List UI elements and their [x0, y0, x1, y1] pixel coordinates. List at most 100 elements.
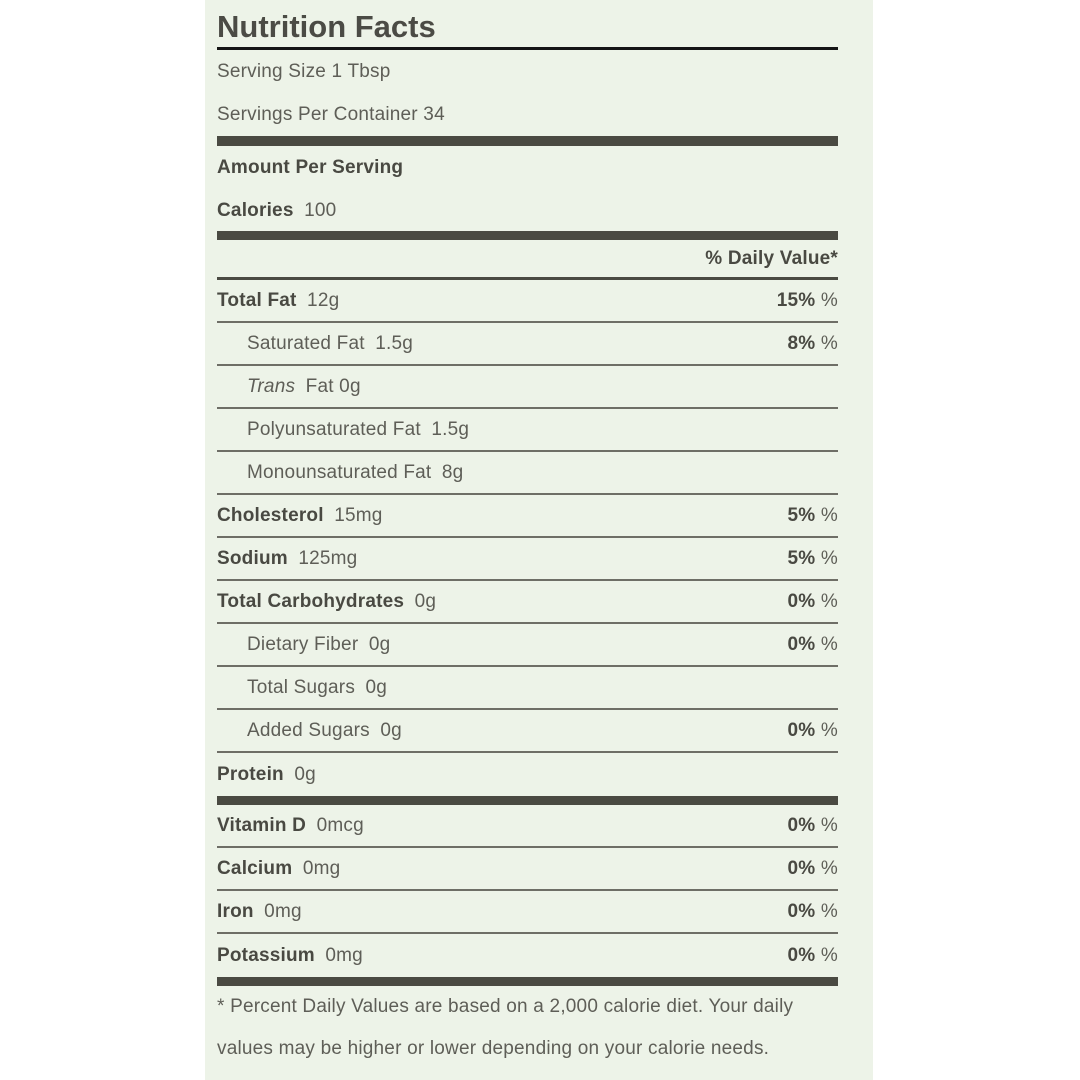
daily-value-cell: 0% %	[788, 901, 838, 923]
footnote-line-2: values may be higher or lower depending …	[217, 1038, 770, 1059]
divider-bar	[217, 231, 838, 240]
nutrient-text: Monounsaturated Fat 8g	[217, 462, 463, 484]
nutrient-text: Vitamin D 0mcg	[217, 815, 364, 837]
footnote-line-1: * Percent Daily Values are based on a 2,…	[217, 996, 794, 1017]
nutrient-text: Saturated Fat 1.5g	[217, 333, 413, 355]
daily-value-percent: 8%	[787, 332, 816, 354]
nutrient-name: Trans	[247, 375, 296, 397]
nutrient-rows-main: Total Fat 12g 15% % Saturated Fat 1.5g 8…	[217, 280, 838, 796]
daily-value-cell: 5% %	[788, 505, 838, 527]
nutrient-amount: 0mcg	[316, 814, 364, 836]
percent-suffix-symbol: %	[820, 814, 838, 836]
nutrient-name: Protein	[217, 763, 284, 785]
nutrient-text: Total Fat 12g	[217, 290, 339, 312]
nutrient-name: Total Carbohydrates	[217, 590, 405, 612]
nutrient-name: Potassium	[217, 944, 315, 966]
daily-value-header: % Daily Value*	[217, 240, 838, 280]
nutrient-name: Iron	[217, 900, 254, 922]
nutrition-facts-panel: Nutrition Facts Serving Size 1 Tbsp Serv…	[205, 0, 873, 1080]
percent-suffix-symbol: %	[820, 547, 838, 569]
nutrient-amount: 0g	[380, 719, 402, 741]
servings-per-container: Servings Per Container 34	[217, 104, 445, 125]
nutrient-amount: 0g	[365, 676, 388, 698]
nutrient-text: Added Sugars 0g	[217, 720, 402, 742]
nutrient-name: Vitamin D	[217, 814, 307, 836]
nutrient-amount: 0mg	[325, 944, 363, 966]
daily-value-cell: 0% %	[788, 634, 838, 656]
nutrient-name: Added Sugars	[247, 719, 370, 741]
percent-suffix-symbol: %	[820, 944, 838, 966]
nutrient-name: Monounsaturated Fat	[247, 461, 432, 483]
daily-value-percent: 0%	[787, 719, 816, 741]
nutrient-text: Total Sugars 0g	[217, 677, 387, 699]
daily-value-percent: 0%	[787, 900, 816, 922]
title-underline	[217, 47, 838, 50]
nutrient-row: Iron 0mg 0% %	[217, 891, 838, 934]
daily-value-percent: 0%	[787, 633, 816, 655]
nutrition-facts-title: Nutrition Facts	[217, 9, 436, 44]
daily-value-footnote: * Percent Daily Values are based on a 2,…	[217, 986, 838, 1070]
percent-suffix-symbol: %	[820, 857, 838, 879]
divider-bar	[217, 136, 838, 146]
daily-value-cell: 8% %	[788, 333, 838, 355]
nutrient-text: Cholesterol 15mg	[217, 505, 383, 527]
nutrient-name: Polyunsaturated Fat	[247, 418, 421, 440]
calories-value: 100	[304, 200, 337, 221]
daily-value-percent: 0%	[787, 944, 816, 966]
nutrient-amount: 12g	[307, 289, 340, 311]
nutrient-name: Calcium	[217, 857, 293, 879]
nutrient-text: Potassium 0mg	[217, 945, 363, 967]
nutrient-row: Saturated Fat 1.5g 8% %	[217, 323, 838, 366]
nutrient-amount: 0g	[294, 763, 316, 785]
nutrient-row: Sodium 125mg 5% %	[217, 538, 838, 581]
nutrient-text: Trans Fat 0g	[217, 376, 361, 398]
nutrient-row: Trans Fat 0g	[217, 366, 838, 409]
nutrient-row: Monounsaturated Fat 8g	[217, 452, 838, 495]
nutrient-name: Sodium	[217, 547, 288, 569]
nutrient-name: Total Fat	[217, 289, 297, 311]
daily-value-cell: 0% %	[788, 815, 838, 837]
calories-line: Calories 100	[217, 190, 838, 231]
daily-value-cell: 0% %	[788, 591, 838, 613]
percent-suffix-symbol: %	[820, 719, 838, 741]
daily-value-cell: 5% %	[788, 548, 838, 570]
percent-suffix-symbol: %	[820, 332, 838, 354]
daily-value-percent: 0%	[787, 590, 816, 612]
nutrient-text: Total Carbohydrates 0g	[217, 591, 436, 613]
daily-value-cell: 0% %	[788, 858, 838, 880]
nutrient-name: Saturated Fat	[247, 332, 365, 354]
nutrient-text: Iron 0mg	[217, 901, 302, 923]
percent-suffix-symbol: %	[820, 633, 838, 655]
nutrient-text: Protein 0g	[217, 764, 316, 786]
percent-suffix-symbol: %	[820, 900, 838, 922]
serving-size: Serving Size 1 Tbsp	[217, 61, 391, 82]
nutrient-row: Vitamin D 0mcg 0% %	[217, 805, 838, 848]
nutrient-text: Sodium 125mg	[217, 548, 357, 570]
nutrient-amount: 1.5g	[431, 418, 470, 440]
percent-suffix-symbol: %	[820, 590, 838, 612]
daily-value-percent: 15%	[776, 289, 816, 311]
divider-bar	[217, 977, 838, 986]
nutrient-text: Dietary Fiber 0g	[217, 634, 390, 656]
nutrient-amount: 1.5g	[375, 332, 413, 354]
calories-label: Calories	[217, 200, 294, 221]
nutrient-row: Total Carbohydrates 0g 0% %	[217, 581, 838, 624]
nutrient-amount: 125mg	[298, 547, 358, 569]
nutrient-row: Total Fat 12g 15% %	[217, 280, 838, 323]
divider-bar	[217, 796, 838, 805]
nutrient-rows-micro: Vitamin D 0mcg 0% % Calcium 0mg 0% % Iro…	[217, 805, 838, 977]
nutrient-name: Cholesterol	[217, 504, 324, 526]
nutrient-row: Total Sugars 0g	[217, 667, 838, 710]
nutrient-row: Cholesterol 15mg 5% %	[217, 495, 838, 538]
nutrient-row: Potassium 0mg 0% %	[217, 934, 838, 977]
nutrient-amount: 0mg	[302, 857, 341, 879]
nutrient-amount: 0g	[414, 590, 437, 612]
amount-per-serving-heading: Amount Per Serving	[217, 157, 404, 178]
nutrient-amount: 0g	[368, 633, 391, 655]
nutrient-amount: 15mg	[334, 504, 383, 526]
nutrient-text: Calcium 0mg	[217, 858, 340, 880]
daily-value-percent: 0%	[787, 814, 816, 836]
daily-value-percent: 0%	[787, 857, 816, 879]
nutrient-name: Total Sugars	[247, 676, 356, 698]
nutrient-name: Dietary Fiber	[247, 633, 359, 655]
